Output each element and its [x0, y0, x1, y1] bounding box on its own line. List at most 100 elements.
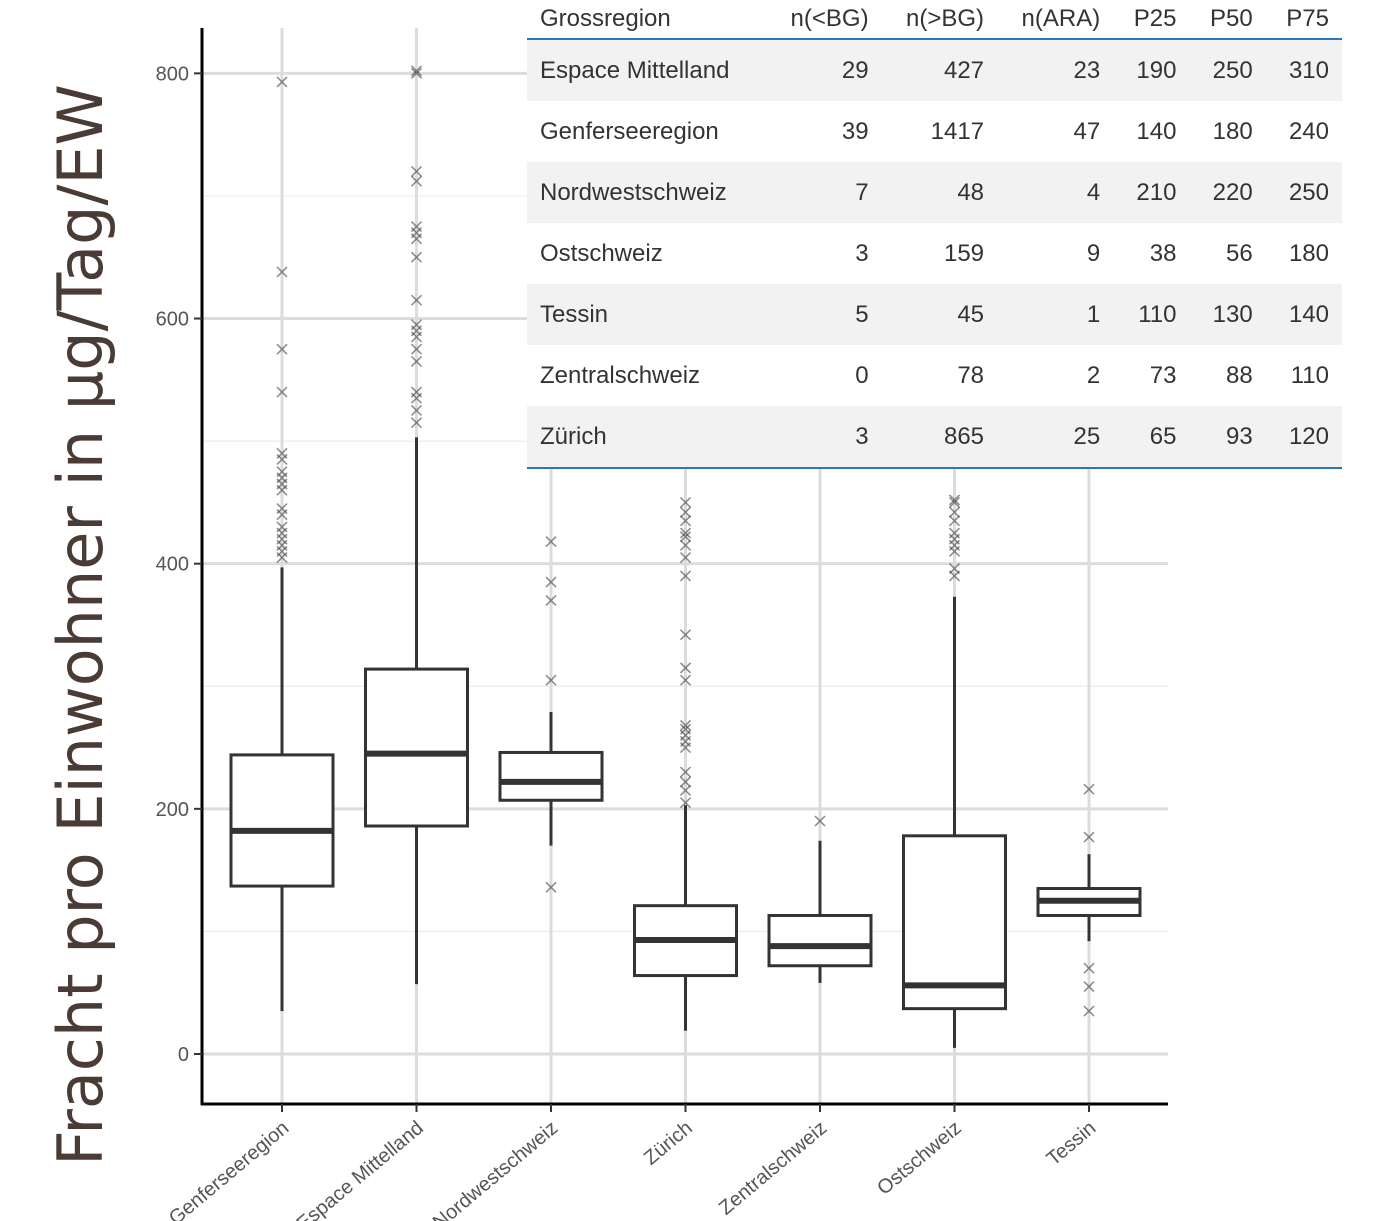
- y-tick-label: 400: [156, 554, 189, 576]
- outlier-point: [679, 531, 692, 543]
- table-cell: 310: [1288, 56, 1329, 84]
- table-cell: 180: [1288, 239, 1329, 267]
- table-cell: 5: [855, 300, 869, 328]
- table-header-cell: P75: [1265, 0, 1342, 40]
- outlier-point: [545, 536, 557, 548]
- outlier-point: [545, 594, 557, 607]
- table-cell: 110: [1138, 300, 1177, 328]
- table-cell: 7: [855, 178, 869, 206]
- outlier-point: [679, 527, 692, 539]
- outlier-point: [679, 515, 692, 527]
- x-tick-label: Espace Mittelland: [293, 1117, 428, 1221]
- table-cell: 2: [1086, 361, 1101, 389]
- table-cell: 240: [1288, 117, 1329, 145]
- table-cell: 47: [1073, 117, 1101, 145]
- table-header-cell: n(<BG): [766, 0, 882, 40]
- outlier-point: [679, 662, 692, 674]
- outlier-point: [679, 539, 692, 551]
- table-cell: 140: [1288, 300, 1329, 328]
- outlier-point: [410, 319, 423, 331]
- statistics-table-panel: Grossregion n(<BG) n(>BG) n(ARA) P25 P50 P75 E…: [527, 0, 1342, 469]
- table-cell: 9: [1086, 239, 1101, 267]
- outlier-point: [948, 496, 961, 508]
- table-row: Ostschweiz 3 159 9 38 56 180: [527, 223, 1342, 284]
- outlier-point: [948, 515, 961, 527]
- table-cell: 140: [1136, 117, 1177, 145]
- table-cell: 48: [957, 178, 985, 206]
- y-tick-label: 600: [156, 309, 189, 331]
- table-header-row: Grossregion n(<BG) n(>BG) n(ARA) P25 P50 P75: [527, 0, 1342, 40]
- outlier-point: [410, 165, 423, 177]
- table-header-cell: n(>BG): [881, 0, 998, 40]
- table-cell: 1417: [930, 117, 985, 145]
- table-cell: 4: [1086, 178, 1101, 206]
- table-cell: 65: [1113, 406, 1190, 469]
- outlier-point: [410, 221, 423, 233]
- table-cell: 159: [943, 239, 985, 267]
- outlier-point: [679, 797, 692, 809]
- outlier-point: [679, 496, 692, 508]
- table-cell: 78: [957, 361, 985, 389]
- outlier-point: [276, 502, 288, 515]
- outlier-point: [679, 629, 692, 641]
- table-header-cell: Grossregion: [527, 0, 767, 40]
- table-cell: 38: [1149, 239, 1177, 267]
- outlier-point: [410, 175, 423, 187]
- table-cell: 56: [1226, 239, 1253, 267]
- table-cell: 45: [957, 300, 985, 328]
- outlier-point: [1083, 831, 1095, 843]
- table-cell: 220: [1212, 178, 1253, 206]
- outlier-point: [276, 447, 288, 459]
- outlier-point: [1083, 962, 1095, 974]
- outlier-point: [276, 76, 288, 88]
- outlier-point: [1083, 981, 1095, 993]
- x-tick-label: Ostschweiz: [873, 1117, 965, 1200]
- outlier-point: [410, 67, 423, 79]
- y-tick-label: 200: [156, 799, 189, 821]
- table-cell: 250: [1288, 178, 1329, 206]
- table-header-cell: n(ARA): [997, 0, 1114, 40]
- outlier-point: [276, 386, 288, 398]
- table-cell: Tessin: [540, 300, 609, 328]
- outlier-point: [545, 674, 557, 686]
- statistics-table: Grossregion n(<BG) n(>BG) n(ARA) P25 P50 P75 E…: [527, 0, 1342, 469]
- table-cell: 39: [841, 117, 869, 145]
- y-tick-label: 0: [178, 1044, 189, 1066]
- outlier-point: [679, 506, 692, 518]
- outlier-point: [679, 766, 692, 778]
- table-header-cell: P25: [1113, 0, 1190, 40]
- outlier-point: [410, 417, 423, 429]
- table-cell: 0: [855, 361, 869, 389]
- outlier-point: [545, 576, 557, 588]
- box: [229, 753, 335, 888]
- table-row: Genferseeregion 39 1417 47 140 180 240: [527, 101, 1342, 162]
- table-cell: Zentralschweiz: [540, 361, 701, 389]
- table-cell: 23: [1073, 56, 1101, 84]
- box: [364, 667, 469, 828]
- outlier-point: [679, 719, 692, 732]
- x-tick-label: Nordwestschweiz: [429, 1117, 562, 1221]
- outlier-point: [276, 466, 288, 478]
- table-cell: 180: [1212, 117, 1253, 145]
- table-header-cell: P50: [1189, 0, 1266, 40]
- outlier-point: [679, 674, 692, 686]
- table-cell: 93: [1189, 406, 1266, 469]
- table-cell: 120: [1265, 406, 1342, 469]
- outlier-point: [410, 404, 423, 417]
- table-row: Zürich 3 865 25 65 93 120: [527, 406, 1342, 469]
- table-cell: 190: [1136, 56, 1177, 84]
- table-cell: Espace Mittelland: [540, 56, 730, 84]
- table-row: Zentralschweiz 0 78 2 73 88 110: [527, 345, 1342, 406]
- outlier-point: [410, 294, 423, 306]
- table-cell: 3: [766, 406, 882, 469]
- outlier-point: [410, 65, 423, 77]
- table-cell: Zürich: [527, 406, 767, 469]
- outlier-point: [948, 563, 961, 575]
- table-cell: Nordwestschweiz: [540, 178, 727, 206]
- box: [902, 834, 1007, 1011]
- table-body: Espace Mittelland 29 427 23 190 250 310 Genfers…: [527, 39, 1342, 469]
- table-row: Nordwestschweiz 7 48 4 210 220 250: [527, 162, 1342, 223]
- table-cell: 865: [881, 406, 998, 469]
- table-cell: 250: [1212, 56, 1253, 84]
